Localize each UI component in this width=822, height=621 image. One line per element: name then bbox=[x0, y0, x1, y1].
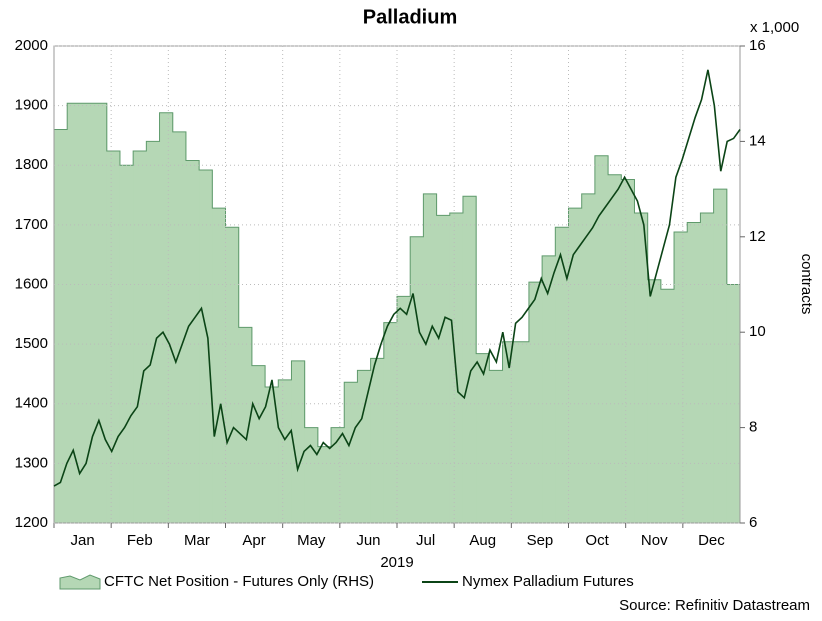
area-step bbox=[594, 155, 609, 523]
x-tick-label: Nov bbox=[641, 532, 668, 549]
area-step bbox=[647, 279, 662, 523]
area-step bbox=[251, 365, 266, 523]
area-step bbox=[54, 129, 68, 523]
area-step bbox=[462, 196, 477, 523]
legend-label: Nymex Palladium Futures bbox=[462, 573, 634, 590]
area-step bbox=[568, 208, 583, 523]
x-tick-label: Apr bbox=[242, 532, 265, 549]
y2-tick-label: 8 bbox=[749, 419, 757, 436]
area-step bbox=[265, 387, 279, 523]
area-step bbox=[80, 103, 95, 524]
area-step bbox=[291, 360, 306, 523]
y-tick-label: 1400 bbox=[15, 395, 48, 412]
area-step bbox=[555, 227, 569, 523]
area-step bbox=[317, 446, 332, 523]
area-step bbox=[304, 427, 319, 523]
area-step bbox=[621, 179, 635, 523]
area-step bbox=[713, 189, 728, 523]
x-tick-label: Feb bbox=[127, 532, 153, 549]
area-step bbox=[436, 215, 451, 523]
area-step bbox=[172, 131, 187, 524]
x-tick-label: Jun bbox=[356, 532, 380, 549]
area-step bbox=[423, 193, 438, 523]
y2-tick-label: 10 bbox=[749, 323, 766, 340]
area-step bbox=[185, 160, 200, 524]
y2-tick-label: 16 bbox=[749, 37, 766, 54]
y2-axis-label: contracts bbox=[798, 254, 815, 315]
y-tick-label: 1700 bbox=[15, 216, 48, 233]
area-step bbox=[67, 103, 81, 524]
y2-tick-label: 6 bbox=[749, 514, 757, 531]
area-step bbox=[357, 370, 372, 523]
area-step bbox=[383, 322, 398, 523]
area-step bbox=[238, 327, 253, 523]
area-step bbox=[106, 150, 121, 523]
area-step bbox=[515, 341, 530, 523]
area-step bbox=[542, 255, 556, 523]
area-step bbox=[476, 353, 490, 523]
area-step bbox=[146, 141, 161, 523]
area-step bbox=[528, 282, 543, 523]
area-step bbox=[225, 227, 240, 523]
area-step bbox=[93, 103, 108, 524]
y2-tick-label: 12 bbox=[749, 228, 766, 245]
x-tick-label: Mar bbox=[184, 532, 210, 549]
area-step bbox=[489, 370, 504, 523]
x-tick-label: May bbox=[297, 532, 326, 549]
area-step bbox=[700, 212, 715, 523]
x-tick-label: Jul bbox=[416, 532, 435, 549]
area-step bbox=[397, 296, 411, 523]
area-step bbox=[410, 236, 424, 524]
area-step bbox=[212, 208, 226, 523]
source: Source: Refinitiv Datastream bbox=[619, 597, 810, 614]
x-tick-label: Aug bbox=[469, 532, 496, 549]
x-axis-label: 2019 bbox=[380, 554, 413, 571]
y2-tick-label: 14 bbox=[749, 132, 766, 149]
area-step bbox=[608, 174, 622, 524]
area-step bbox=[344, 382, 358, 523]
legend-label: CFTC Net Position - Futures Only (RHS) bbox=[104, 573, 374, 590]
y-tick-label: 1200 bbox=[15, 514, 48, 531]
x-tick-label: Dec bbox=[698, 532, 725, 549]
area-step bbox=[133, 150, 147, 523]
area-step bbox=[370, 358, 385, 523]
price-line bbox=[53, 69, 741, 487]
y-tick-label: 1300 bbox=[15, 454, 48, 471]
area-step bbox=[449, 212, 464, 523]
x-tick-label: Sep bbox=[527, 532, 554, 549]
area-step bbox=[687, 222, 701, 524]
area-step bbox=[502, 341, 517, 523]
area-step bbox=[581, 193, 596, 523]
area-step bbox=[199, 170, 213, 523]
y-tick-label: 1800 bbox=[15, 156, 48, 173]
area-step bbox=[660, 289, 675, 523]
area-step bbox=[634, 212, 649, 523]
area-step bbox=[278, 379, 292, 523]
y-tick-label: 2000 bbox=[15, 37, 48, 54]
y-tick-label: 1600 bbox=[15, 275, 48, 292]
legend-swatch bbox=[59, 574, 101, 590]
x-tick-label: Oct bbox=[585, 532, 609, 549]
y-tick-label: 1900 bbox=[15, 97, 48, 114]
chart-title: Palladium bbox=[363, 6, 457, 28]
area-step bbox=[674, 232, 688, 523]
y2-unit-label: x 1,000 bbox=[750, 19, 799, 36]
area-step bbox=[331, 427, 345, 523]
y-tick-label: 1500 bbox=[15, 335, 48, 352]
x-tick-label: Jan bbox=[70, 532, 94, 549]
area-step bbox=[159, 112, 174, 523]
